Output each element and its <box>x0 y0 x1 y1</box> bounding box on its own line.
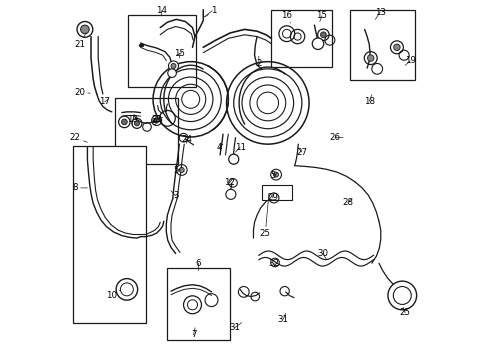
Text: 2: 2 <box>256 56 261 68</box>
Text: 3: 3 <box>171 191 178 200</box>
Circle shape <box>121 119 127 125</box>
Text: 30: 30 <box>317 249 327 259</box>
Text: 5: 5 <box>270 171 276 180</box>
Text: 5: 5 <box>173 166 180 175</box>
Bar <box>271 10 332 67</box>
Text: 13: 13 <box>374 8 385 19</box>
Text: 25: 25 <box>399 307 410 317</box>
Bar <box>73 146 145 323</box>
Text: 10: 10 <box>105 291 120 300</box>
Circle shape <box>273 172 278 177</box>
Text: 18: 18 <box>363 95 374 105</box>
Text: 31: 31 <box>277 314 288 324</box>
Text: 31: 31 <box>228 323 241 332</box>
Bar <box>115 98 178 164</box>
Circle shape <box>393 44 399 50</box>
Circle shape <box>167 69 176 77</box>
Text: 23: 23 <box>151 115 163 124</box>
Text: 19: 19 <box>404 57 415 66</box>
Text: 22: 22 <box>70 133 87 142</box>
Text: 8: 8 <box>72 183 87 192</box>
Text: 16: 16 <box>281 10 292 23</box>
Text: 26: 26 <box>329 133 343 142</box>
Text: 7: 7 <box>190 328 196 339</box>
Circle shape <box>387 281 416 310</box>
Text: 17: 17 <box>99 97 110 106</box>
Text: 32: 32 <box>268 259 279 268</box>
Circle shape <box>312 38 323 49</box>
Circle shape <box>154 118 159 123</box>
Text: 14: 14 <box>156 6 166 16</box>
Bar <box>128 15 196 87</box>
Circle shape <box>228 154 238 164</box>
Text: 27: 27 <box>296 148 307 157</box>
Text: 15: 15 <box>316 11 327 22</box>
Text: 20: 20 <box>74 87 90 96</box>
Circle shape <box>367 55 373 61</box>
Text: 6: 6 <box>196 259 201 270</box>
Bar <box>261 185 292 200</box>
Bar <box>167 268 230 339</box>
Circle shape <box>77 22 93 37</box>
Text: 25: 25 <box>259 194 270 238</box>
Circle shape <box>134 121 139 126</box>
Text: 15: 15 <box>174 49 185 58</box>
Circle shape <box>171 63 176 68</box>
Text: 11: 11 <box>234 143 245 152</box>
Circle shape <box>320 32 325 38</box>
Text: 12: 12 <box>224 178 234 187</box>
Text: 28: 28 <box>342 198 352 207</box>
Circle shape <box>179 167 184 172</box>
Bar <box>349 10 414 80</box>
Text: 9: 9 <box>151 118 157 127</box>
Text: 21: 21 <box>74 33 86 49</box>
Text: 19: 19 <box>127 115 138 126</box>
Circle shape <box>225 189 235 199</box>
Text: 1: 1 <box>204 6 216 17</box>
Text: 24: 24 <box>181 135 192 144</box>
Circle shape <box>168 61 178 71</box>
Text: 29: 29 <box>266 193 277 202</box>
Text: 4: 4 <box>216 143 223 152</box>
Circle shape <box>81 25 89 34</box>
